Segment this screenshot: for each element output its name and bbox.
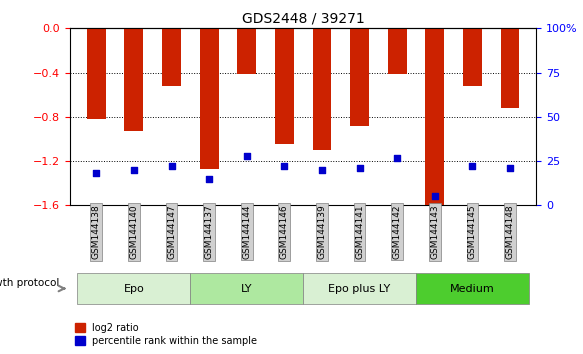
Point (242, 153, 251, 159)
Text: GSM144142: GSM144142 (393, 205, 402, 259)
Bar (200, 28, 219, 169)
Bar (303, 273, 416, 304)
Point (430, 194, 440, 199)
Bar (78, 273, 190, 304)
Text: GSM144138: GSM144138 (92, 205, 101, 259)
Bar (87, 28, 106, 119)
Point (505, 165, 515, 171)
Legend: log2 ratio, percentile rank within the sample: log2 ratio, percentile rank within the s… (75, 323, 257, 346)
Bar (426, 28, 444, 205)
Text: GSM144147: GSM144147 (167, 205, 176, 259)
Text: GSM144139: GSM144139 (318, 205, 326, 259)
Bar (190, 273, 303, 304)
Text: GSM144143: GSM144143 (430, 205, 440, 259)
Point (355, 165, 364, 171)
Point (205, 176, 214, 182)
Point (167, 164, 176, 169)
Point (317, 167, 326, 173)
Bar (237, 28, 256, 74)
Bar (501, 28, 519, 108)
Bar (463, 28, 482, 86)
Text: GSM144145: GSM144145 (468, 205, 477, 259)
Text: LY: LY (241, 284, 252, 293)
Text: GSM144140: GSM144140 (129, 205, 138, 259)
Bar (416, 273, 529, 304)
Text: GSM144137: GSM144137 (205, 205, 213, 259)
Bar (275, 28, 294, 144)
Title: GDS2448 / 39271: GDS2448 / 39271 (242, 12, 364, 26)
Point (468, 164, 477, 169)
Text: GSM144148: GSM144148 (505, 205, 515, 259)
Text: GSM144146: GSM144146 (280, 205, 289, 259)
Bar (125, 28, 143, 131)
Text: growth protocol: growth protocol (0, 278, 59, 288)
Bar (350, 28, 369, 126)
Text: Epo: Epo (124, 284, 144, 293)
Point (129, 167, 139, 173)
Text: Medium: Medium (450, 284, 495, 293)
Bar (162, 28, 181, 86)
Text: GSM144141: GSM144141 (355, 205, 364, 259)
Point (92, 171, 101, 176)
Bar (312, 28, 331, 150)
Text: GSM144144: GSM144144 (243, 205, 251, 259)
Point (392, 155, 402, 160)
Text: Epo plus LY: Epo plus LY (328, 284, 391, 293)
Bar (388, 28, 406, 74)
Point (280, 164, 289, 169)
